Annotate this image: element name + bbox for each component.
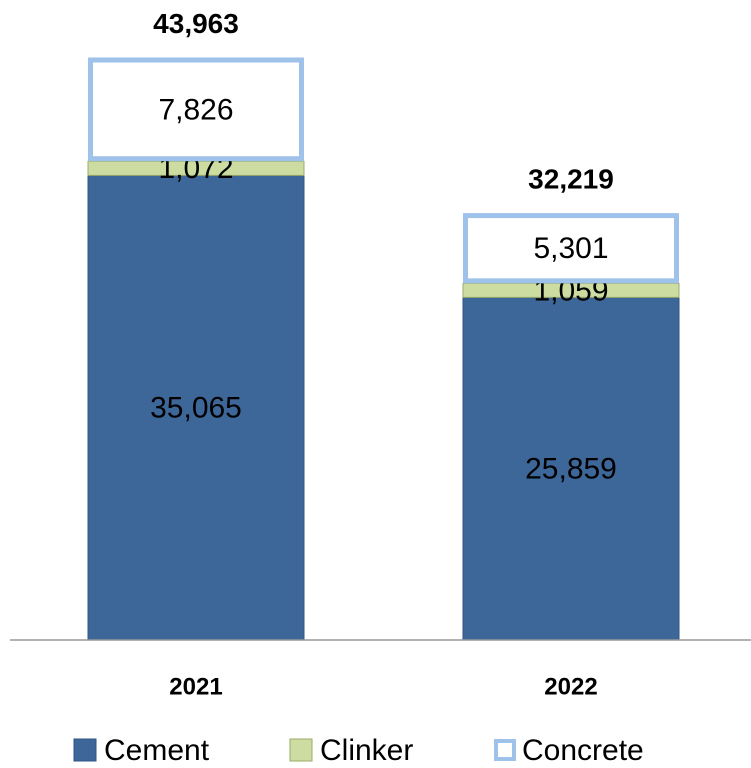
bar-segment <box>87 174 305 641</box>
legend-swatch <box>73 738 97 762</box>
x-tick-label: 2022 <box>544 673 597 700</box>
legend-label: Concrete <box>522 734 644 767</box>
bar-segment <box>462 296 680 641</box>
data-label: 35,065 <box>150 392 242 425</box>
legend-label: Cement <box>104 734 210 767</box>
total-label: 32,219 <box>528 163 614 194</box>
legend-swatch <box>289 738 313 762</box>
total-label: 43,963 <box>153 8 239 39</box>
legend-label: Clinker <box>320 734 413 767</box>
data-label: 5,301 <box>533 232 608 265</box>
bar-segment <box>88 57 304 162</box>
data-label: 7,826 <box>158 93 233 126</box>
legend-swatch <box>494 739 516 761</box>
data-label: 25,859 <box>525 453 617 486</box>
bar-segment <box>463 213 679 284</box>
x-tick-label: 2021 <box>169 673 222 700</box>
